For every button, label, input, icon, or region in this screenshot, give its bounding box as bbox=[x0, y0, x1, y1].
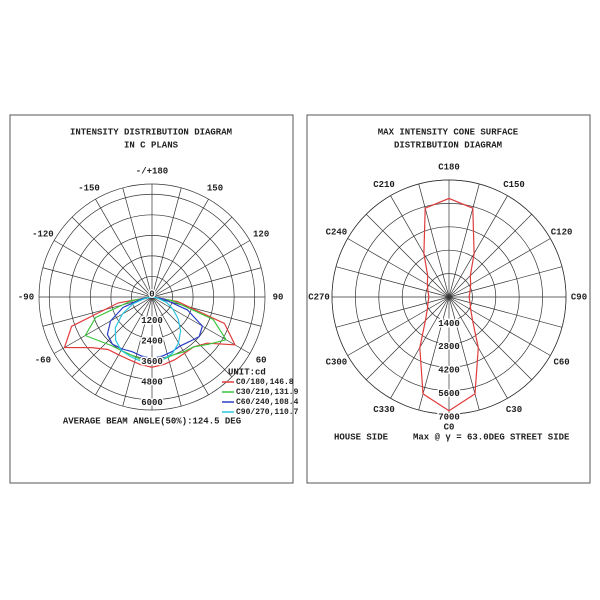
spoke bbox=[448, 296, 532, 380]
legend-label: C30/210,131.9 bbox=[236, 388, 299, 397]
spoke bbox=[390, 195, 450, 298]
spoke bbox=[448, 238, 551, 298]
angle-tick-label: 60 bbox=[256, 355, 267, 365]
spoke bbox=[347, 238, 450, 298]
spoke bbox=[151, 187, 182, 298]
radial-tick-label: 5600 bbox=[438, 389, 460, 399]
spoke bbox=[53, 296, 153, 354]
spoke bbox=[42, 267, 153, 298]
spoke bbox=[448, 183, 480, 298]
chart-title: INTENSITY DISTRIBUTION DIAGRAM bbox=[70, 127, 232, 137]
angle-tick-label: C330 bbox=[373, 405, 395, 415]
spoke bbox=[151, 240, 251, 298]
chart-subtitle: DISTRIBUTION DIAGRAM bbox=[394, 140, 502, 150]
angle-tick-label: -90 bbox=[18, 292, 34, 302]
angle-tick-label: 90 bbox=[273, 292, 284, 302]
spoke bbox=[151, 296, 182, 407]
spoke bbox=[418, 296, 450, 411]
spoke bbox=[448, 296, 480, 411]
intensity-curve bbox=[106, 296, 204, 360]
legend-label: C60/240,108.4 bbox=[236, 398, 299, 407]
spoke bbox=[335, 266, 450, 298]
spoke bbox=[448, 266, 563, 298]
spoke bbox=[418, 183, 450, 298]
grid-ring bbox=[401, 249, 497, 345]
spoke bbox=[151, 198, 209, 298]
grid-ring bbox=[378, 226, 520, 368]
angle-tick-label: C0 bbox=[444, 422, 455, 432]
chart-subtitle: IN C PLANS bbox=[124, 140, 179, 150]
unit-label: UNIT:cd bbox=[228, 367, 266, 377]
spoke bbox=[448, 195, 508, 298]
spoke bbox=[151, 296, 233, 378]
annotation: HOUSE SIDE bbox=[334, 432, 389, 442]
spoke bbox=[122, 296, 153, 407]
spoke bbox=[151, 216, 233, 298]
chart-title: MAX INTENSITY CONE SURFACE bbox=[378, 127, 519, 137]
spoke bbox=[95, 198, 153, 298]
spoke bbox=[71, 296, 153, 378]
radial-tick-label: 3600 bbox=[141, 357, 163, 367]
spoke bbox=[335, 296, 450, 328]
angle-tick-label: C30 bbox=[506, 405, 522, 415]
spoke bbox=[366, 214, 450, 298]
angle-tick-label: C300 bbox=[326, 357, 348, 367]
intensity-curve bbox=[114, 296, 182, 363]
grid-ring bbox=[331, 179, 567, 415]
legend-label: C90/270,110.7 bbox=[236, 408, 299, 417]
beam-angle-note: AVERAGE BEAM ANGLE(50%):124.5 DEG bbox=[63, 416, 241, 426]
grid-ring bbox=[110, 255, 194, 339]
radial-tick-label: 1200 bbox=[141, 316, 163, 326]
grid-ring bbox=[355, 203, 543, 391]
annotation: STREET SIDE bbox=[510, 432, 570, 442]
spoke bbox=[71, 216, 153, 298]
angle-tick-label: C120 bbox=[551, 227, 573, 237]
radial-tick-label: 0 bbox=[149, 289, 154, 299]
spoke bbox=[53, 240, 153, 298]
radial-tick-label: 7000 bbox=[438, 412, 460, 422]
angle-tick-label: C270 bbox=[308, 292, 330, 302]
radial-tick-label: 2800 bbox=[438, 342, 460, 352]
angle-tick-label: C90 bbox=[571, 292, 587, 302]
grid-ring bbox=[131, 276, 173, 318]
radial-tick-label: 1400 bbox=[438, 319, 460, 329]
angle-tick-label: C150 bbox=[503, 180, 525, 190]
spoke bbox=[151, 267, 262, 298]
annotation: Max @ γ = 63.0DEG bbox=[413, 432, 505, 442]
spoke bbox=[448, 214, 532, 298]
spoke bbox=[448, 296, 563, 328]
angle-tick-label: -/+180 bbox=[136, 166, 168, 176]
radial-tick-label: 4200 bbox=[438, 366, 460, 376]
angle-tick-label: C60 bbox=[553, 357, 569, 367]
angle-tick-label: -120 bbox=[32, 229, 54, 239]
intensity-curve bbox=[63, 296, 236, 368]
radial-tick-label: 6000 bbox=[141, 398, 163, 408]
radial-tick-label: 2400 bbox=[141, 336, 163, 346]
angle-tick-label: 120 bbox=[253, 229, 269, 239]
spoke bbox=[347, 296, 450, 356]
angle-tick-label: C180 bbox=[438, 162, 460, 172]
grid-ring bbox=[48, 193, 256, 401]
grid-ring bbox=[69, 214, 235, 380]
angle-tick-label: -150 bbox=[78, 183, 100, 193]
angle-tick-label: C240 bbox=[326, 227, 348, 237]
angle-tick-label: C210 bbox=[373, 180, 395, 190]
legend-label: C0/180,146.8 bbox=[236, 378, 294, 387]
spoke bbox=[122, 187, 153, 298]
grid-ring bbox=[425, 273, 473, 321]
angle-tick-label: 150 bbox=[207, 183, 223, 193]
intensity-curve bbox=[419, 197, 479, 412]
radial-tick-label: 4800 bbox=[141, 378, 163, 388]
spoke bbox=[448, 296, 551, 356]
angle-tick-label: -60 bbox=[35, 355, 51, 365]
spoke bbox=[95, 296, 153, 396]
spoke bbox=[366, 296, 450, 380]
